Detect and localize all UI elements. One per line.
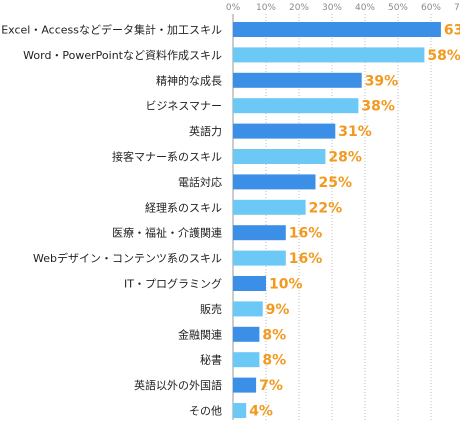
category-label: 精神的な成長 bbox=[156, 73, 222, 87]
category-label: 販売 bbox=[200, 303, 222, 316]
value-label: 8% bbox=[262, 353, 286, 369]
bar bbox=[233, 174, 316, 190]
x-tick-label: 10% bbox=[256, 3, 276, 13]
value-label: 4% bbox=[249, 404, 273, 420]
value-label: 9% bbox=[266, 302, 290, 318]
value-label: 7% bbox=[259, 378, 283, 394]
category-label: ビジネスマナー bbox=[145, 100, 222, 113]
value-label: 63% bbox=[444, 23, 460, 39]
category-label: IT・プログラミング bbox=[124, 277, 222, 291]
bar bbox=[233, 301, 263, 317]
x-tick-label: 0% bbox=[226, 3, 241, 13]
bar bbox=[233, 352, 260, 368]
x-tick-label: 40% bbox=[355, 3, 375, 13]
category-label: 英語力 bbox=[189, 124, 222, 138]
value-label: 8% bbox=[262, 327, 286, 343]
bar bbox=[233, 72, 362, 88]
bar bbox=[233, 199, 306, 215]
bar bbox=[233, 250, 286, 266]
bar bbox=[233, 98, 359, 114]
value-label: 10% bbox=[269, 277, 303, 293]
x-axis-ticks: 0% 10% 20% 30% 40% 50% 60% 70% bbox=[226, 3, 460, 13]
x-tick-label: 20% bbox=[289, 3, 309, 13]
category-label: Excel・Accessなどデータ集計・加工スキル bbox=[1, 23, 222, 37]
category-label: 医療・福祉・介護関連 bbox=[112, 226, 222, 240]
bar bbox=[233, 149, 326, 164]
value-label: 58% bbox=[427, 48, 460, 64]
category-label: 秘書 bbox=[200, 353, 222, 367]
category-label: 金融関連 bbox=[178, 327, 222, 341]
bars bbox=[233, 22, 441, 418]
bar bbox=[233, 326, 260, 342]
category-label: 英語以外の外国語 bbox=[134, 378, 222, 392]
bar bbox=[233, 22, 441, 37]
value-label: 22% bbox=[309, 200, 343, 216]
x-tick-label: 30% bbox=[322, 3, 342, 13]
bar bbox=[233, 276, 266, 291]
category-label: 電話対応 bbox=[178, 175, 222, 189]
value-label: 38% bbox=[361, 99, 395, 115]
x-tick-label: 60% bbox=[421, 3, 441, 13]
value-label: 39% bbox=[365, 73, 399, 89]
category-label: 接客マナー系のスキル bbox=[112, 150, 222, 164]
value-label: 28% bbox=[328, 150, 362, 166]
value-label: 16% bbox=[289, 251, 323, 267]
category-label: Webデザイン・コンテンツ系のスキル bbox=[33, 251, 222, 265]
bar bbox=[233, 403, 247, 418]
value-labels: 63% 58% 39% 38% 31% 28% 25% 22% 16% 16% 10% 9% 8% 8% 7… bbox=[249, 23, 460, 420]
category-label: 経理系のスキル bbox=[145, 201, 222, 214]
bar bbox=[233, 377, 257, 393]
value-label: 16% bbox=[289, 226, 323, 242]
bar bbox=[233, 123, 336, 139]
category-labels: Excel・Accessなどデータ集計・加工スキル Word・PowerPoint… bbox=[1, 23, 222, 418]
x-tick-label: 50% bbox=[388, 3, 408, 13]
category-label: その他 bbox=[189, 405, 222, 418]
x-tick-label: 70% bbox=[454, 3, 460, 13]
value-label: 25% bbox=[319, 175, 353, 191]
value-label: 31% bbox=[338, 124, 372, 140]
bar bbox=[233, 47, 425, 63]
category-label: Word・PowerPointなど資料作成スキル bbox=[23, 48, 222, 62]
bar bbox=[233, 225, 286, 241]
